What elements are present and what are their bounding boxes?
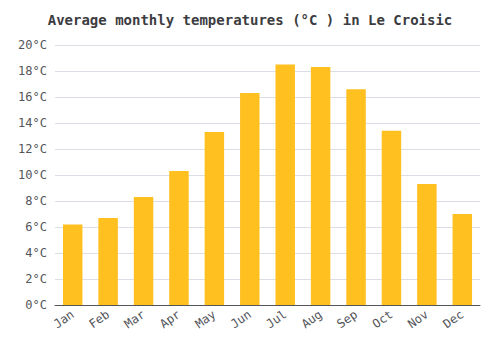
svg-text:Nov: Nov bbox=[405, 307, 431, 331]
svg-text:Feb: Feb bbox=[86, 307, 112, 331]
svg-text:Jul: Jul bbox=[263, 307, 289, 331]
svg-text:16°C: 16°C bbox=[18, 90, 47, 104]
svg-text:4°C: 4°C bbox=[25, 246, 47, 260]
svg-text:20°C: 20°C bbox=[18, 38, 47, 52]
svg-text:May: May bbox=[193, 307, 219, 331]
svg-text:Mar: Mar bbox=[122, 307, 148, 331]
svg-text:18°C: 18°C bbox=[18, 64, 47, 78]
svg-text:8°C: 8°C bbox=[25, 194, 47, 208]
svg-text:Oct: Oct bbox=[370, 307, 396, 331]
svg-text:10°C: 10°C bbox=[18, 168, 47, 182]
svg-text:Jan: Jan bbox=[51, 307, 77, 331]
svg-text:Jun: Jun bbox=[228, 307, 254, 331]
svg-text:Dec: Dec bbox=[441, 307, 467, 331]
svg-text:Sep: Sep bbox=[334, 307, 360, 331]
svg-text:Average monthly temperatures (: Average monthly temperatures (°C ) in Le… bbox=[48, 12, 453, 28]
svg-text:2°C: 2°C bbox=[25, 272, 47, 286]
svg-text:Apr: Apr bbox=[157, 307, 183, 331]
svg-text:Aug: Aug bbox=[299, 307, 325, 331]
svg-text:6°C: 6°C bbox=[25, 220, 47, 234]
svg-text:14°C: 14°C bbox=[18, 116, 47, 130]
svg-text:0°C: 0°C bbox=[25, 298, 47, 312]
svg-text:12°C: 12°C bbox=[18, 142, 47, 156]
